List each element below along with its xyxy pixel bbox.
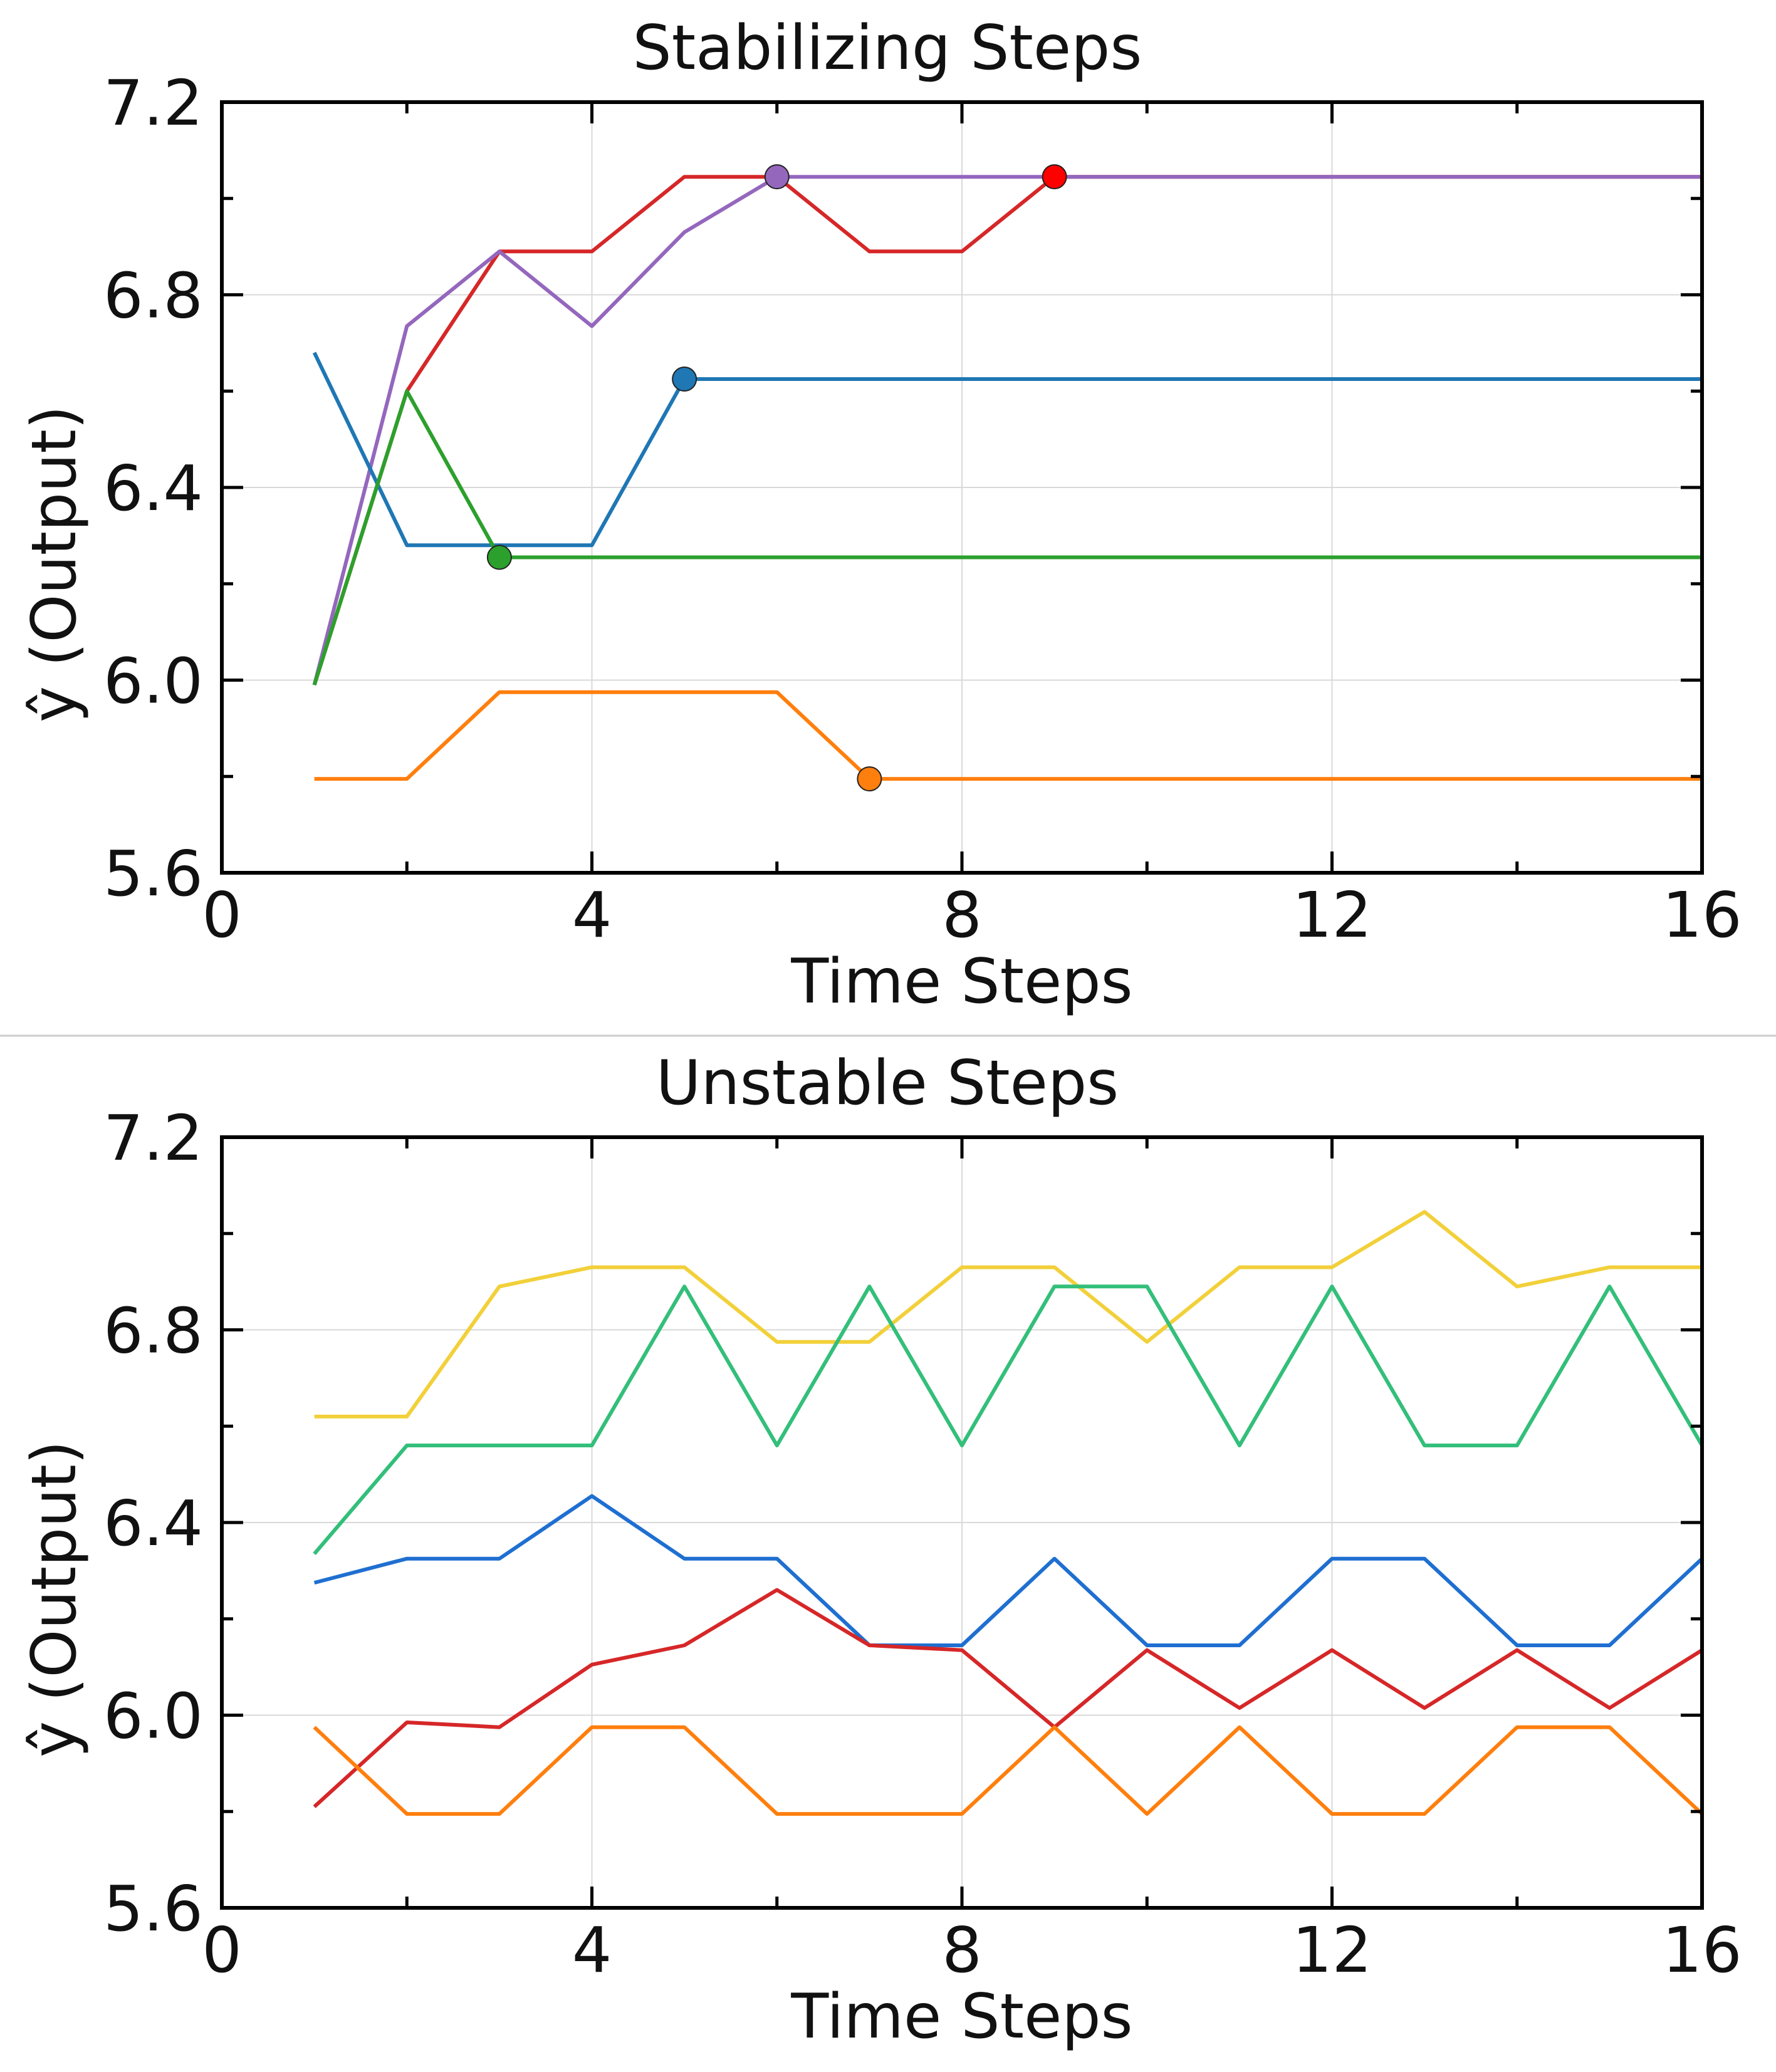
y-tick-label: 6.0	[103, 1680, 203, 1753]
x-axis-label: Time Steps	[790, 946, 1132, 1018]
series-yellow-line	[314, 1210, 1702, 1419]
y-tick-label: 6.4	[103, 452, 203, 525]
series-red-line	[313, 1588, 1703, 1808]
series-orange-marker	[857, 766, 882, 792]
x-tick-label: 0	[202, 878, 242, 952]
series-red-marker	[1042, 164, 1067, 190]
ticks	[220, 100, 1704, 875]
x-tick-label: 16	[1662, 878, 1742, 952]
series-group	[313, 1210, 1704, 1816]
y-tick-label: 5.6	[103, 837, 203, 910]
y-tick-label: 6.4	[103, 1487, 203, 1560]
x-tick-label: 4	[572, 1913, 612, 1987]
y-axis-label: ŷ (Output)	[19, 405, 90, 722]
chart-title: Stabilizing Steps	[633, 13, 1142, 84]
series-blue-marker	[672, 367, 697, 392]
tick-labels: 0 4 8 12 16 5.6 6.0 6.4 6.8 7.2	[103, 1101, 1742, 1987]
series-group	[312, 164, 1702, 792]
y-axis-label: ŷ (Output)	[19, 1440, 90, 1757]
x-tick-label: 4	[572, 878, 612, 952]
series-blue-line	[312, 351, 1702, 548]
x-axis-label: Time Steps	[790, 1981, 1132, 2053]
y-tick-label: 6.8	[103, 259, 203, 333]
y-tick-label: 5.6	[103, 1872, 203, 1945]
tick-labels: 0 4 8 12 16 5.6 6.0 6.4 6.8 7.2	[103, 66, 1742, 952]
x-tick-label: 8	[942, 1913, 982, 1987]
y-tick-label: 6.8	[103, 1294, 203, 1368]
x-tick-label: 8	[942, 878, 982, 952]
series-orange-line	[313, 1725, 1704, 1816]
series-green-line	[312, 389, 1702, 686]
grid	[222, 1137, 1702, 1908]
series-purple-marker	[764, 164, 790, 190]
chart-unstable: Unstable Steps Time Steps ŷ (Output) 0 4 8…	[19, 1048, 1742, 2053]
ticks	[220, 1135, 1704, 1910]
x-tick-label: 16	[1662, 1913, 1742, 1987]
x-tick-label: 12	[1292, 878, 1372, 952]
y-tick-label: 7.2	[103, 66, 203, 140]
x-tick-label: 0	[202, 1913, 242, 1987]
series-blue-line	[313, 1494, 1704, 1647]
x-tick-label: 12	[1292, 1913, 1372, 1987]
chart-title: Unstable Steps	[656, 1048, 1119, 1119]
series-orange-line	[314, 690, 1702, 781]
y-tick-label: 6.0	[103, 645, 203, 718]
y-tick-label: 7.2	[103, 1101, 203, 1175]
series-purple-line	[312, 175, 1702, 685]
chart-stabilizing: Stabilizing Steps Time Steps ŷ (Output) …	[19, 13, 1742, 1018]
series-teal-line	[313, 1284, 1704, 1555]
series-green-marker	[486, 544, 512, 570]
